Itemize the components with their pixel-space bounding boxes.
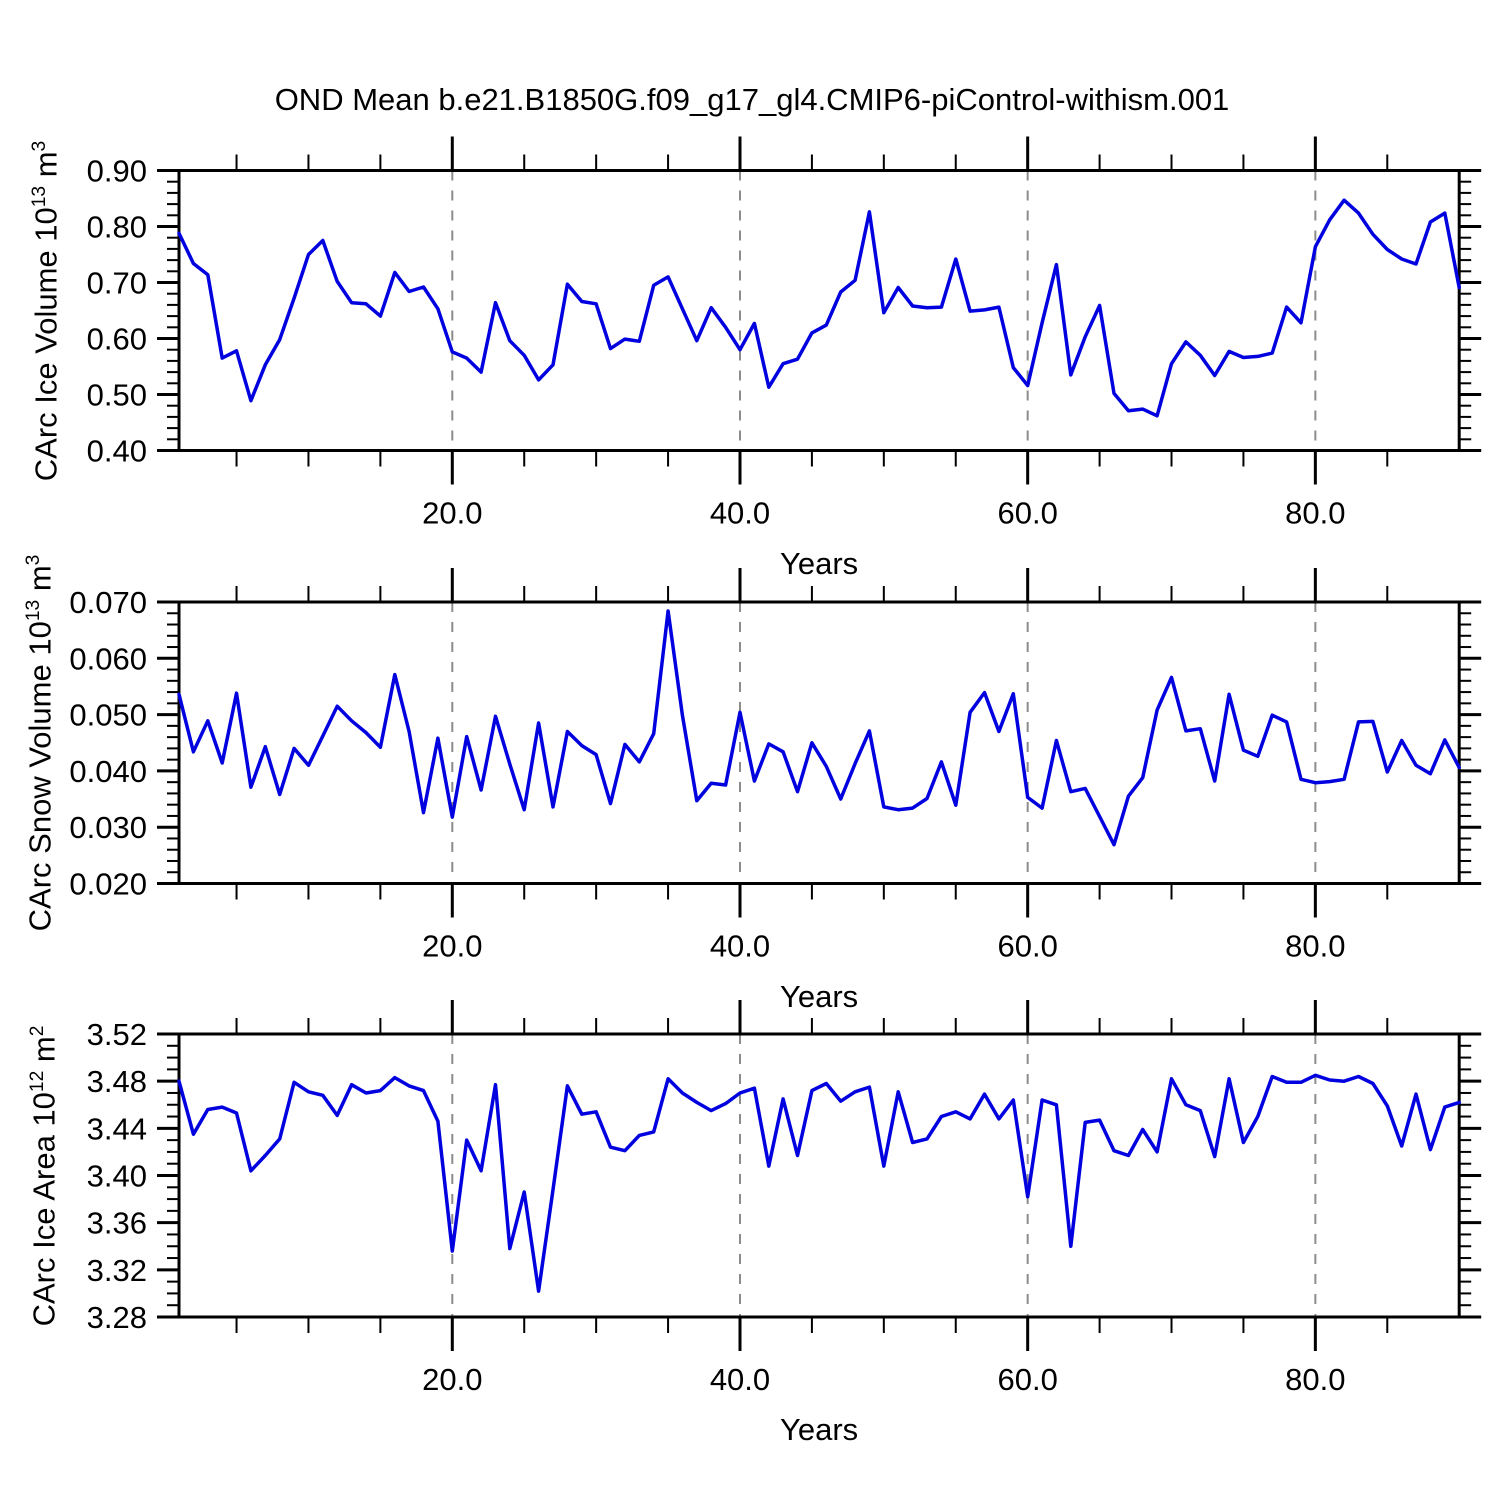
y-tick-label: 0.070 [69, 585, 147, 620]
y-tick-label: 0.60 [87, 322, 147, 357]
x-tick-label: 80.0 [1285, 496, 1345, 531]
y-tick-label: 0.70 [87, 266, 147, 301]
x-tick-label: 20.0 [422, 929, 482, 964]
x-tick-label: 20.0 [422, 1362, 482, 1397]
carc-ice-area-x-axis-title: Years [780, 1412, 859, 1447]
carc-snow-volume-x-axis-title: Years [780, 978, 859, 1014]
x-tick-label: 40.0 [710, 496, 770, 531]
x-tick-label: 60.0 [998, 929, 1058, 964]
y-tick-label: 0.020 [69, 867, 147, 902]
x-tick-label: 40.0 [710, 929, 770, 964]
y-tick-label: 3.40 [87, 1159, 147, 1194]
chart-carc-ice-area: 3.52 3.48 3.44 3.40 3.36 3.32 3.28 20.0 40.0 60.0… [87, 1000, 1482, 1397]
plot-frame [177, 1032, 1461, 1319]
y-tick-label: 3.52 [87, 1017, 147, 1052]
x-tick-label: 40.0 [710, 1362, 770, 1397]
x-tick-label: 80.0 [1285, 1362, 1345, 1397]
chart-carc-snow-volume: 0.070 0.060 0.050 0.040 0.030 0.020 20.0 40.0 60… [69, 568, 1482, 964]
carc-ice-area-y-axis-title: CArc Ice Area 1012 m2 [26, 1025, 62, 1326]
carc-ice-volume-y-axis-title: CArc Ice Volume 1013 m3 [28, 140, 64, 481]
data-line-carc-snow-volume [177, 609, 1461, 847]
x-tick-label: 60.0 [998, 1362, 1058, 1397]
x-tick-label: 20.0 [422, 496, 482, 531]
y-tick-label: 3.48 [87, 1064, 147, 1099]
y-tick-label: 0.050 [69, 698, 147, 733]
plot-frame [177, 600, 1461, 885]
y-tick-label: 3.44 [87, 1111, 147, 1146]
y-tick-label: 0.90 [87, 154, 147, 189]
y-tick-label: 0.060 [69, 641, 147, 676]
y-tick-label: 3.32 [87, 1253, 147, 1288]
y-tick-label: 0.40 [87, 434, 147, 469]
x-tick-label: 80.0 [1285, 929, 1345, 964]
data-line-carc-ice-area [177, 1073, 1461, 1293]
chart-carc-ice-volume: 0.90 0.80 0.70 0.60 0.50 0.40 20.0 40.0 60.0 80.0 [87, 136, 1482, 531]
plot-frame [177, 169, 1461, 452]
y-tick-label: 3.28 [87, 1300, 147, 1335]
carc-snow-volume-y-axis-title: CArc Snow Volume 1013 m3 [22, 554, 58, 932]
data-line-carc-ice-volume [177, 198, 1461, 418]
y-tick-label: 0.030 [69, 810, 147, 845]
y-tick-label: 0.80 [87, 210, 147, 245]
y-tick-label: 0.040 [69, 754, 147, 789]
carc-ice-volume-x-axis-title: Years [780, 545, 859, 581]
y-tick-label: 3.36 [87, 1206, 147, 1241]
y-tick-label: 0.50 [87, 378, 147, 413]
figure-title: OND Mean b.e21.B1850G.f09_g17_gl4.CMIP6-… [274, 82, 1230, 117]
x-tick-label: 60.0 [998, 496, 1058, 531]
